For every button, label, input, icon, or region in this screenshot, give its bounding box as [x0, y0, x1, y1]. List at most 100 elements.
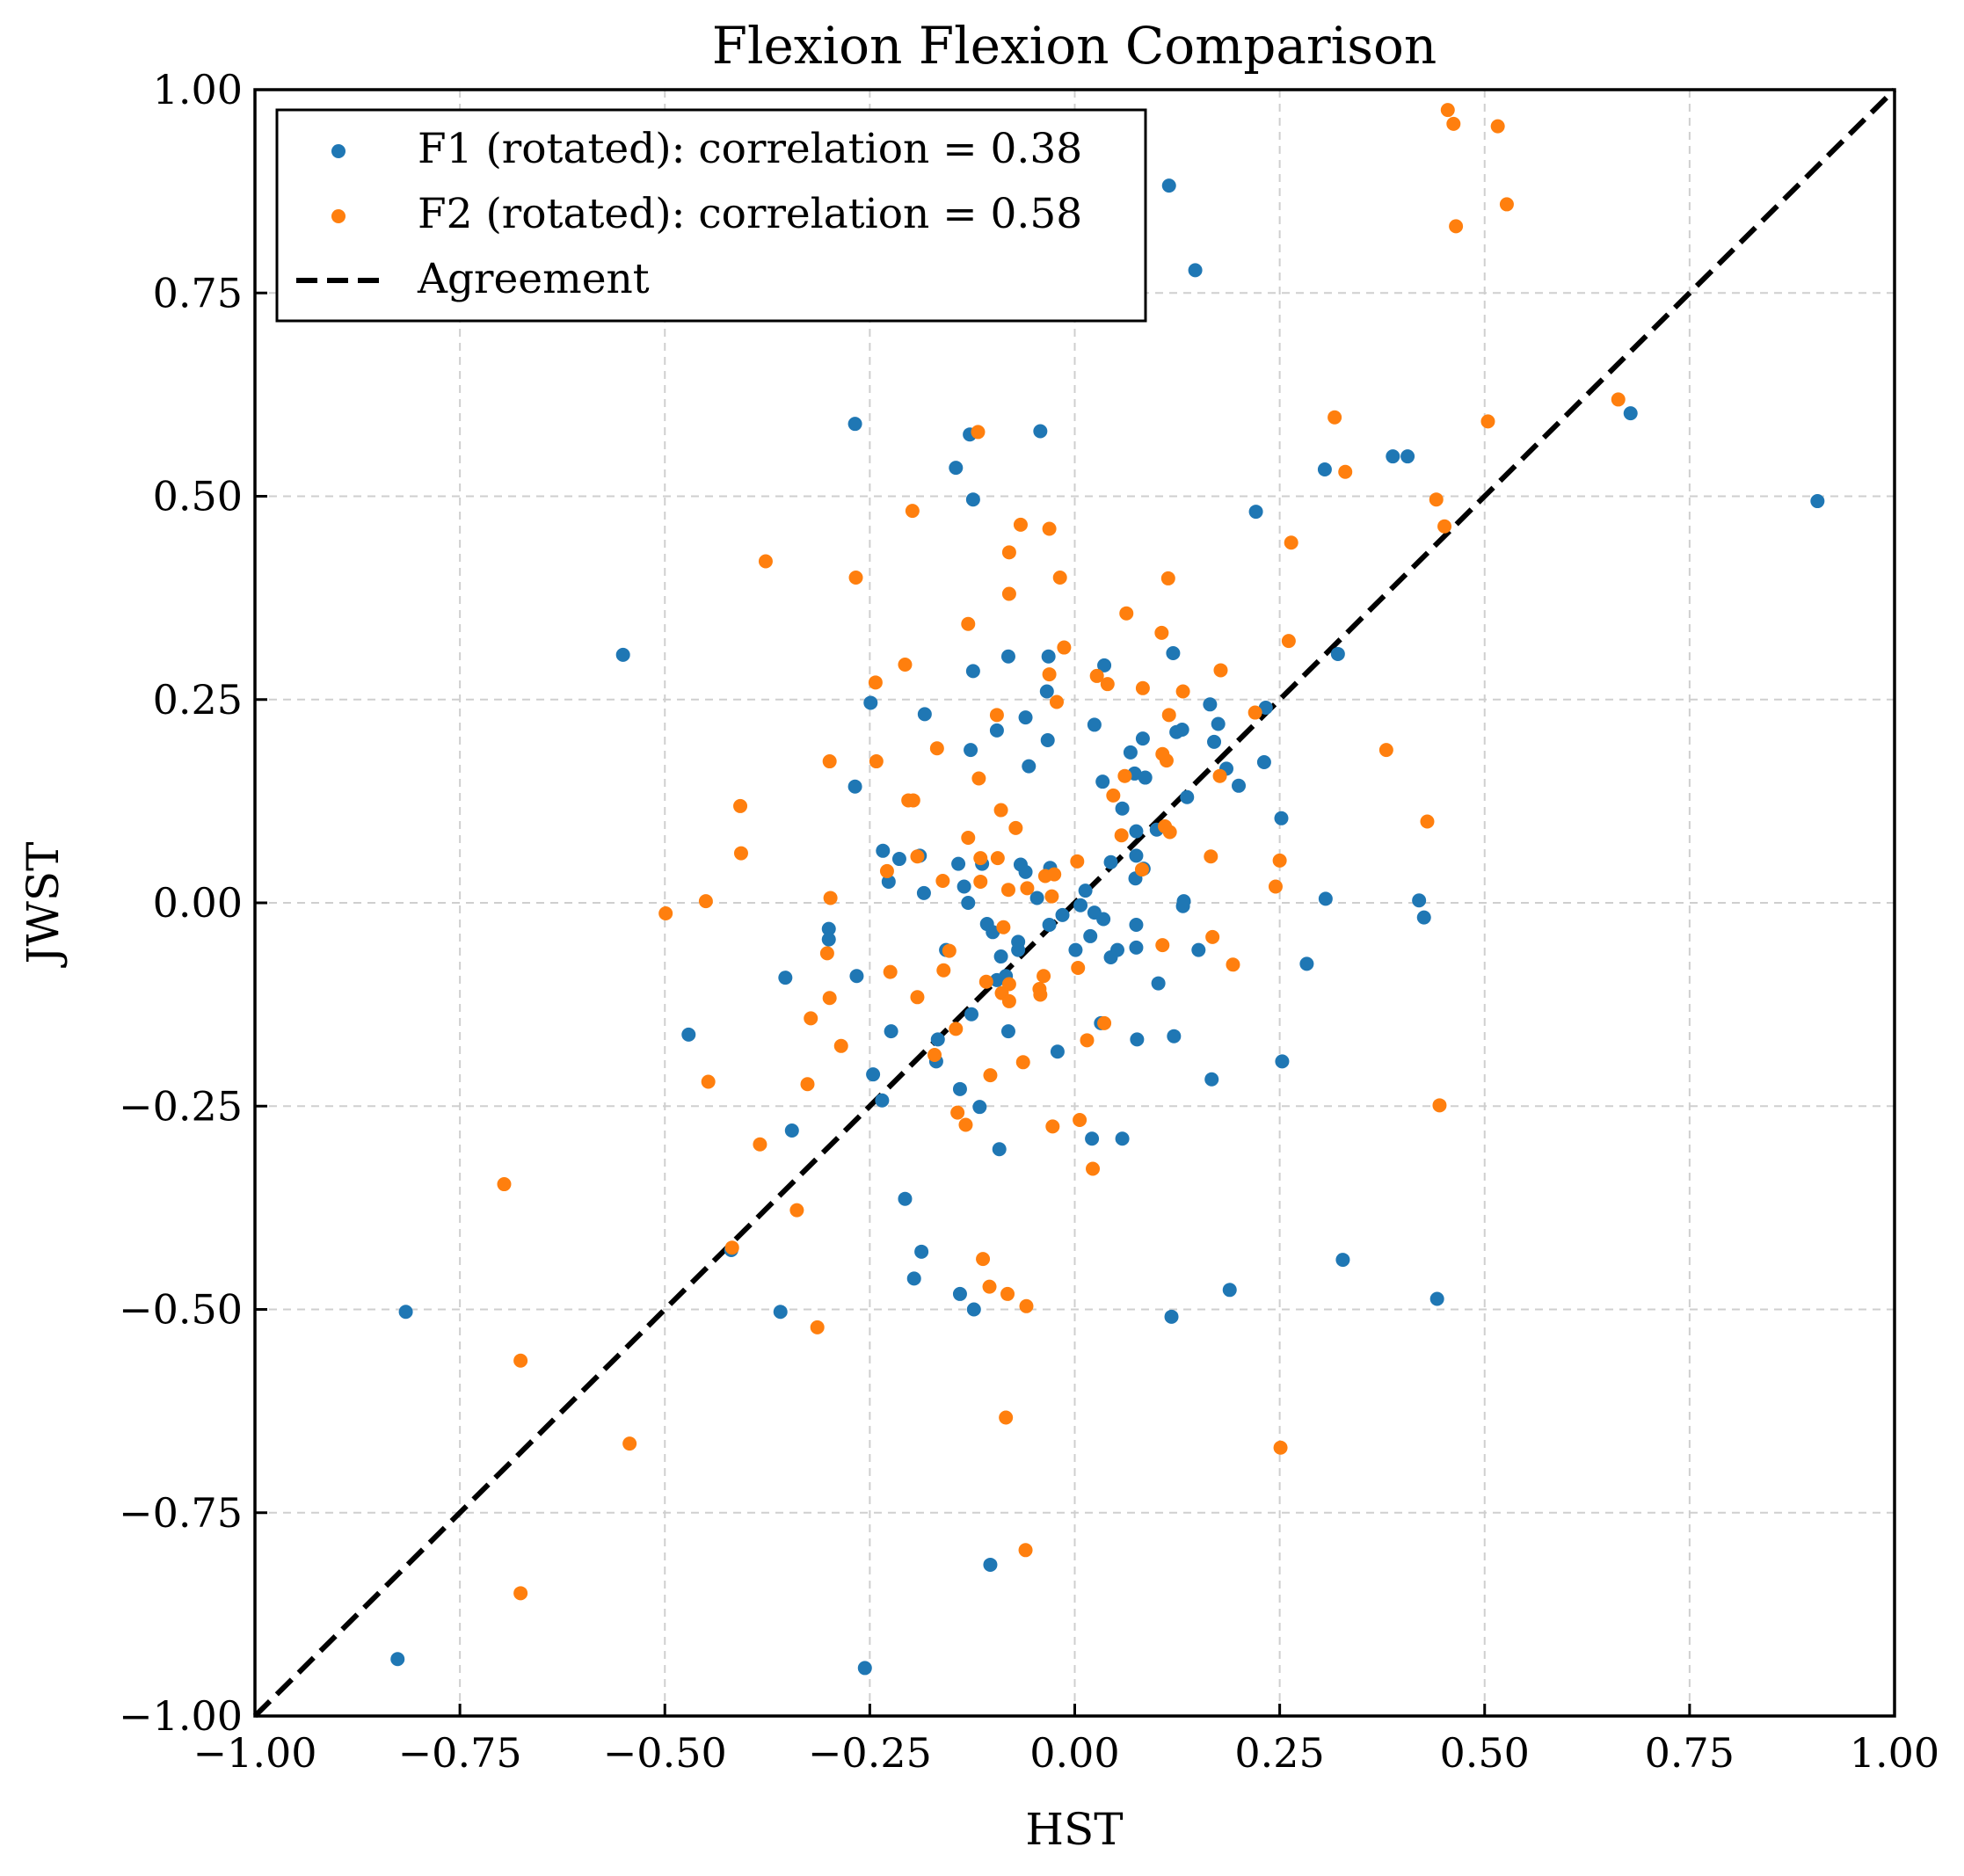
legend-label-f2: F2 (rotated): correlation = 0.58: [418, 190, 1082, 238]
f2-point: [1008, 820, 1023, 835]
f2-point: [1446, 116, 1461, 131]
f2-point: [1086, 1161, 1101, 1176]
f1-point: [1256, 754, 1271, 769]
f2-point: [1042, 521, 1057, 536]
f2-point: [1049, 694, 1064, 709]
f1-point: [1055, 907, 1070, 922]
f2-point: [936, 963, 951, 978]
f2-point: [1071, 961, 1086, 975]
f1-point: [390, 1652, 405, 1667]
f1-point: [1188, 263, 1203, 278]
f1-point: [1042, 917, 1057, 932]
f2-point: [1429, 492, 1444, 507]
f1-point: [1078, 883, 1093, 898]
f1-point: [1248, 505, 1263, 520]
f2-point: [1001, 586, 1016, 601]
f2-point: [989, 708, 1004, 723]
f2-point: [800, 1077, 815, 1092]
f1-point: [1204, 1072, 1219, 1087]
f1-point: [957, 879, 971, 894]
f2-point: [1000, 883, 1015, 898]
f2-point: [1162, 825, 1177, 840]
f1-point: [863, 695, 878, 710]
f2-point: [1437, 519, 1452, 534]
f2-point: [1037, 969, 1051, 984]
f2-point: [982, 1279, 997, 1294]
f2-point: [1119, 606, 1134, 621]
f1-point: [1033, 424, 1048, 439]
f1-point: [1175, 898, 1190, 913]
f2-point: [883, 964, 898, 979]
y-tick-label: 0.50: [153, 473, 243, 520]
f2-point: [804, 1011, 818, 1026]
f2-point: [1134, 862, 1149, 877]
f1-point: [1222, 1283, 1237, 1298]
f2-point: [1073, 1112, 1087, 1127]
f2-point: [879, 863, 894, 878]
f1-point: [821, 921, 836, 936]
f1-point: [784, 1123, 799, 1138]
f2-point: [701, 1074, 716, 1089]
f1-point: [1275, 1054, 1290, 1069]
x-tick-label: 0.00: [1029, 1729, 1119, 1777]
f2-point: [961, 616, 976, 631]
f2-point: [935, 874, 950, 889]
f1-point: [876, 843, 891, 858]
f1-point: [847, 779, 862, 794]
f1-point: [1203, 697, 1218, 712]
x-tick-label: 1.00: [1850, 1729, 1939, 1777]
f1-point: [952, 1081, 967, 1096]
f1-point: [965, 492, 980, 507]
f2-point: [1159, 753, 1174, 768]
f2-point: [1281, 634, 1296, 649]
f1-point: [1022, 759, 1037, 774]
f2-point: [973, 851, 988, 866]
f2-point: [1378, 743, 1393, 758]
f1-point: [821, 932, 836, 947]
f1-point: [1318, 891, 1333, 906]
y-tick-label: −0.75: [119, 1489, 243, 1537]
f2-point: [733, 846, 748, 861]
f1-point: [951, 856, 966, 871]
f2-point: [513, 1586, 528, 1601]
f2-point: [958, 1117, 973, 1132]
x-tick-label: −0.25: [808, 1729, 932, 1777]
f1-point: [1810, 494, 1825, 509]
y-tick-label: 0.25: [153, 676, 243, 723]
f2-point: [1420, 814, 1435, 829]
f2-point: [1490, 119, 1505, 134]
f2-point: [1097, 1015, 1112, 1030]
f2-point: [1080, 1033, 1095, 1048]
f2-point: [1432, 1098, 1447, 1113]
f2-point: [1033, 987, 1048, 1002]
f1-point: [1129, 848, 1144, 863]
f1-point: [681, 1027, 696, 1042]
f2-point: [993, 803, 1008, 818]
f2-point: [1499, 197, 1514, 212]
f2-point: [1013, 517, 1028, 532]
f1-point: [1207, 734, 1222, 749]
scatter-points: [390, 103, 1825, 1676]
f2-point: [1015, 1055, 1030, 1070]
f1-point: [993, 949, 1008, 964]
f1-point: [778, 971, 793, 985]
f2-point: [942, 943, 957, 958]
f1-point: [891, 852, 906, 867]
f2-point: [898, 657, 913, 672]
f1-point: [1068, 942, 1083, 957]
f1-point: [1095, 774, 1110, 789]
f1-point: [964, 743, 978, 758]
f1-point: [1138, 770, 1153, 785]
y-tick-label: 0.00: [153, 879, 243, 927]
f1-point: [1040, 733, 1055, 747]
f2-point: [978, 974, 993, 989]
f2-point: [971, 771, 986, 786]
f2-point: [1213, 663, 1228, 678]
f1-point: [1103, 854, 1118, 869]
f1-point: [1135, 731, 1150, 746]
y-axis-label: JWST: [18, 841, 69, 968]
f2-point: [1070, 854, 1085, 869]
f2-point: [1135, 680, 1150, 695]
f1-point: [1151, 976, 1166, 991]
f1-point: [1232, 778, 1246, 793]
